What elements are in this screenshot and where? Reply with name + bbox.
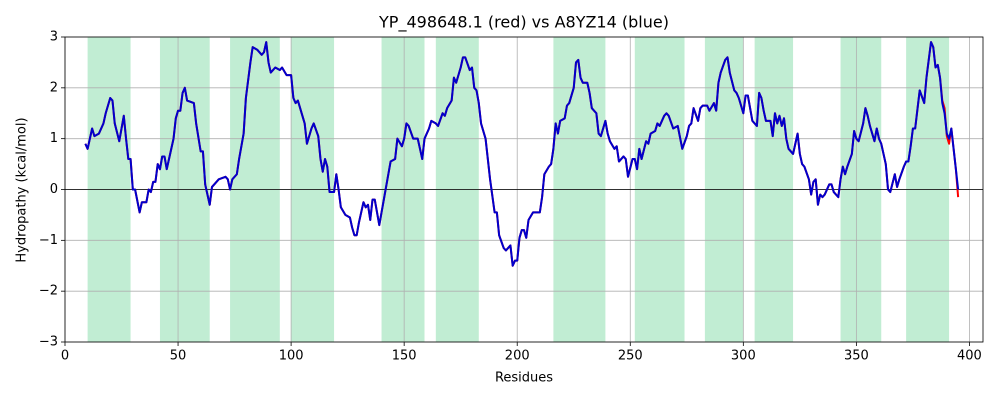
- x-tick-label: 250: [618, 349, 643, 364]
- x-tick-label: 200: [505, 349, 530, 364]
- y-tick-label: 1: [50, 131, 58, 146]
- y-tick-label: 3: [50, 30, 58, 45]
- x-tick-label: 50: [170, 349, 187, 364]
- y-tick-label: −1: [39, 233, 58, 248]
- x-tick-label: 0: [61, 349, 69, 364]
- y-tick-label: −3: [39, 335, 58, 350]
- y-tick-label: 0: [50, 182, 58, 197]
- x-tick-label: 400: [957, 349, 982, 364]
- x-tick-label: 350: [844, 349, 869, 364]
- x-axis-label: Residues: [495, 371, 553, 386]
- y-tick-label: −2: [39, 284, 58, 299]
- plot-frame: [64, 36, 984, 343]
- y-axis-label: Hydropathy (kcal/mol): [15, 117, 30, 262]
- data-line: [84, 41, 960, 267]
- x-tick-label: 300: [731, 349, 756, 364]
- x-tick-label: 100: [279, 349, 304, 364]
- y-tick-label: 2: [50, 80, 58, 95]
- x-tick-label: 150: [392, 349, 417, 364]
- chart-title: YP_498648.1 (red) vs A8YZ14 (blue): [378, 13, 669, 33]
